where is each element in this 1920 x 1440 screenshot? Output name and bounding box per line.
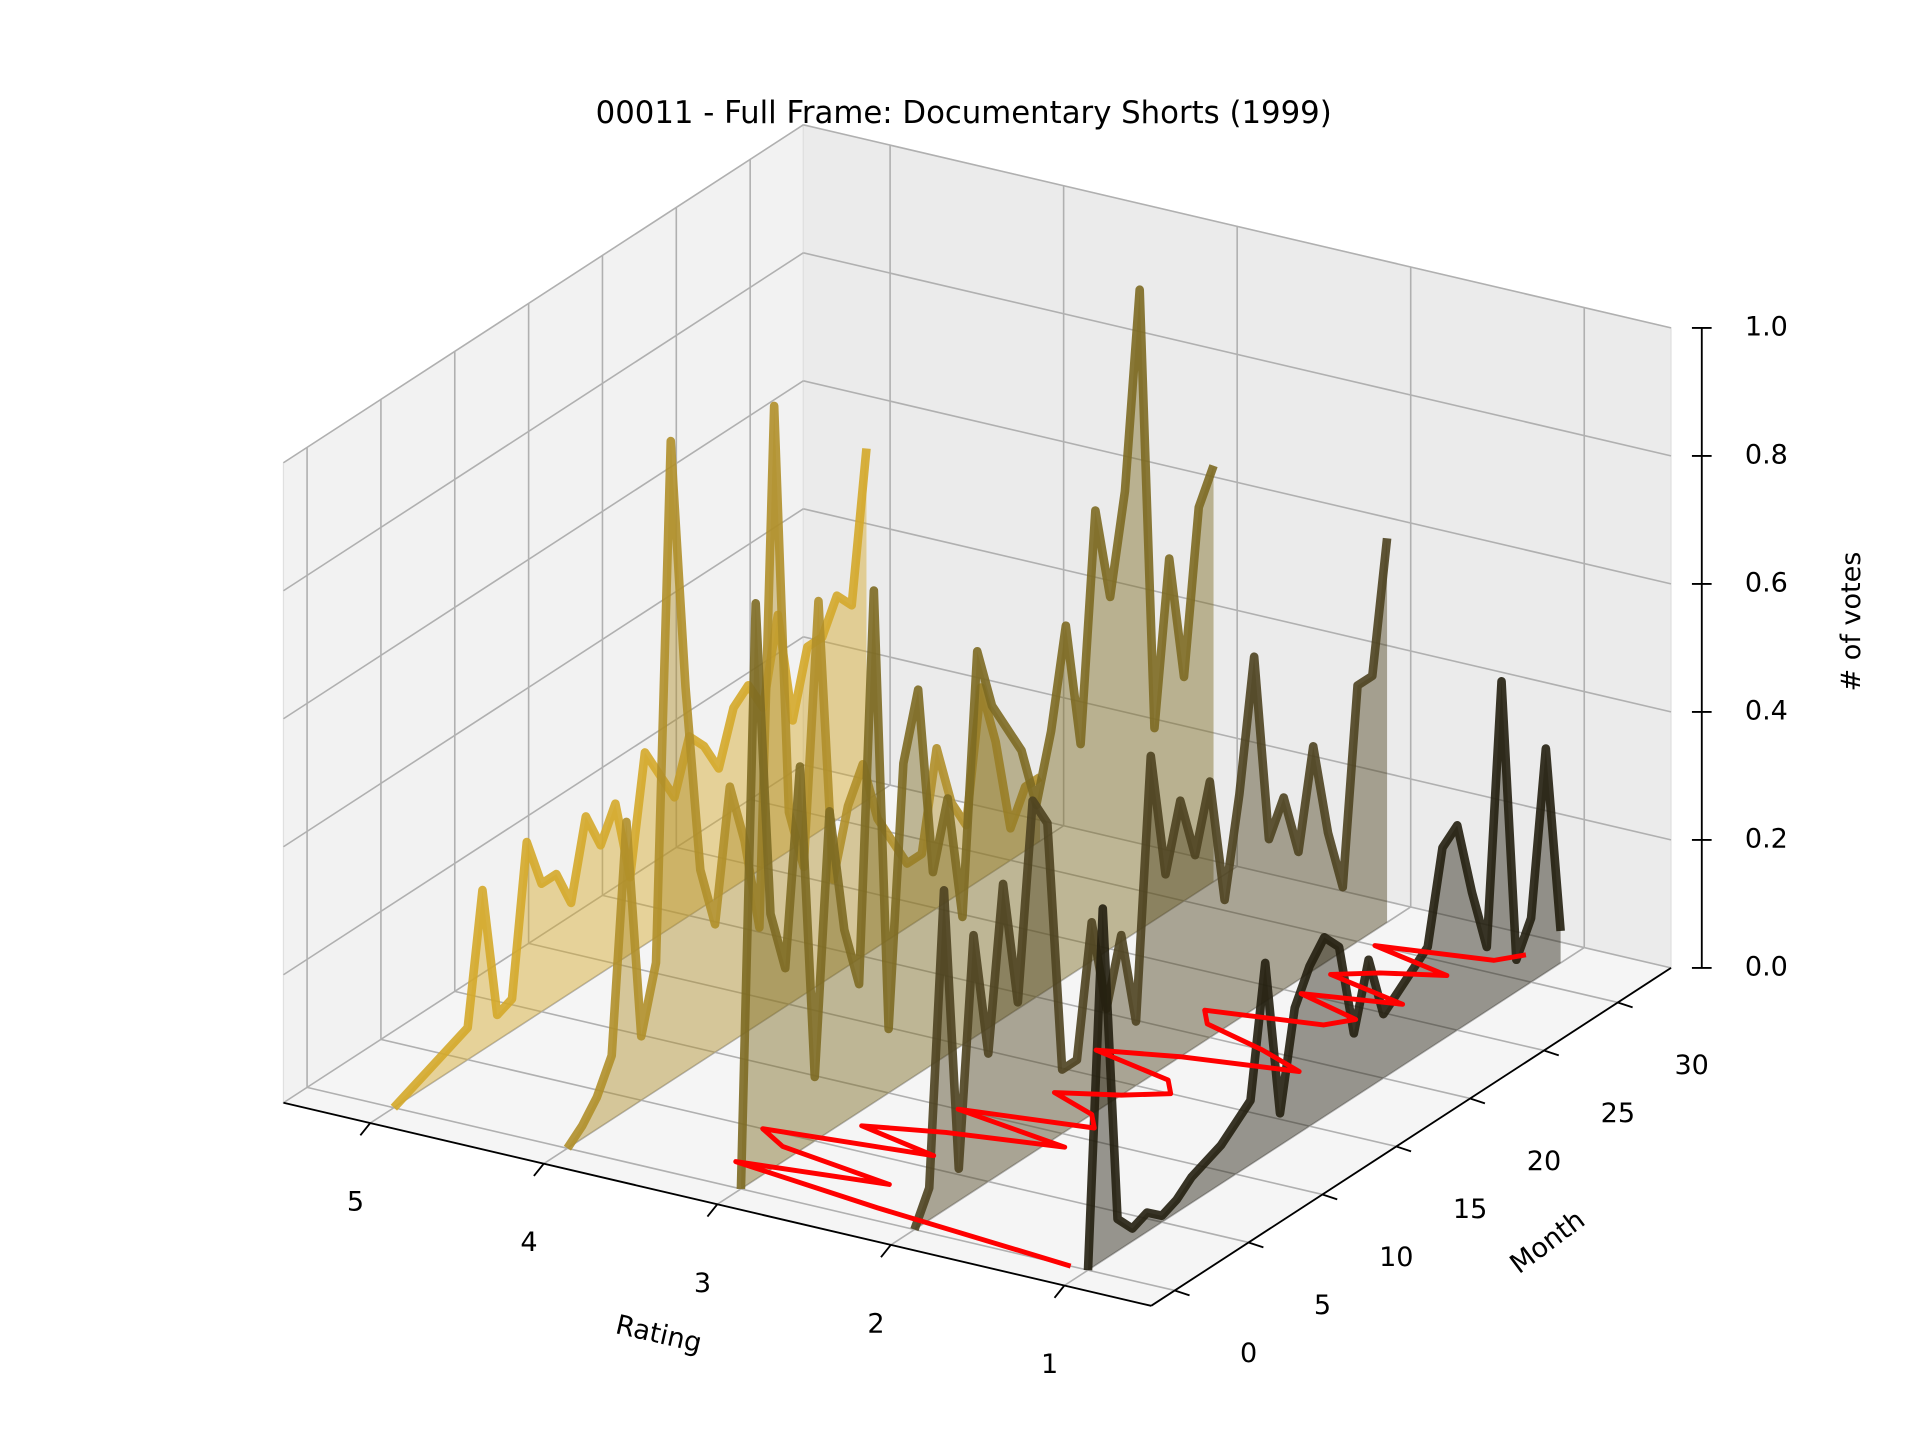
x-tick: [359, 1122, 371, 1136]
grid-line: [283, 380, 804, 720]
z-tick-label: 0.8: [1745, 439, 1788, 470]
grid-line: [749, 798, 1619, 1004]
x-tick-label: 2: [867, 1308, 884, 1339]
y-tick: [1174, 1289, 1190, 1297]
grid-line: [283, 508, 804, 848]
axis-line: [1150, 967, 1672, 1307]
chart-title: 00011 - Full Frame: Documentary Shorts (…: [596, 95, 1332, 131]
z-tick-label: 0.6: [1745, 567, 1788, 598]
series-line: [1083, 677, 1565, 1271]
series-line: [910, 537, 1392, 1231]
area-fill: [914, 538, 1388, 1230]
grid-line: [283, 124, 804, 464]
y-tick-label: 25: [1601, 1098, 1635, 1129]
x-tick-label: 3: [694, 1268, 711, 1299]
grid-line: [716, 865, 1238, 1205]
y-tick-label: 30: [1674, 1050, 1708, 1081]
z-tick-label: 0.2: [1745, 823, 1788, 854]
grid-line: [676, 846, 1545, 1052]
y-tick-label: 20: [1527, 1146, 1561, 1177]
x-axis-label: Rating: [613, 1309, 705, 1359]
z-tick-label: 1.0: [1745, 311, 1788, 342]
y-tick: [1396, 1145, 1412, 1153]
grid-line: [454, 990, 1323, 1196]
z-tick-label: 0.0: [1745, 951, 1788, 982]
series-line: [736, 285, 1218, 1190]
y-tick-label: 15: [1453, 1194, 1487, 1225]
area-fill: [393, 448, 867, 1108]
x-tick-label: 1: [1041, 1349, 1058, 1380]
y-tick: [1248, 1241, 1264, 1249]
y-tick-label: 10: [1379, 1242, 1413, 1273]
grid-line: [283, 252, 804, 592]
z-axis-label: # of votes: [1836, 552, 1867, 692]
area-fill: [567, 405, 1040, 1149]
y-tick-label: 5: [1314, 1290, 1331, 1321]
grid-line: [1063, 946, 1585, 1287]
mean-rating-line: [733, 943, 1527, 1269]
x-tick: [880, 1244, 892, 1258]
x-tick: [706, 1203, 719, 1218]
y-axis-label: Month: [1505, 1204, 1591, 1280]
y-tick-label: 0: [1240, 1338, 1257, 1369]
x-tick-label: 4: [520, 1227, 537, 1258]
grid-line: [283, 764, 804, 1104]
x-tick-label: 5: [347, 1187, 364, 1218]
x-tick: [533, 1163, 545, 1177]
y-tick: [1543, 1049, 1560, 1057]
area-fill: [1088, 681, 1561, 1271]
grid-line: [380, 1038, 1249, 1244]
y-tick: [1617, 1001, 1633, 1009]
grid-line: [890, 906, 1412, 1246]
y-tick: [1469, 1097, 1486, 1105]
grid-line: [283, 636, 804, 976]
x-tick: [1053, 1284, 1066, 1299]
z-tick-label: 0.4: [1745, 695, 1788, 726]
y-tick: [1322, 1193, 1338, 1201]
grid-line: [543, 825, 1065, 1165]
